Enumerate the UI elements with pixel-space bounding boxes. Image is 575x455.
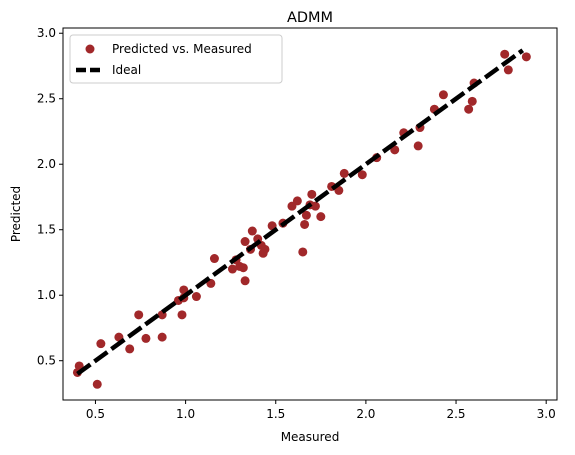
y-axis-label: Predicted bbox=[9, 186, 23, 242]
scatter-point bbox=[316, 212, 325, 221]
chart-title: ADMM bbox=[287, 10, 333, 26]
y-tick-label: 1.0 bbox=[37, 288, 56, 302]
scatter-point bbox=[522, 52, 531, 61]
scatter-point bbox=[210, 254, 219, 263]
scatter-point bbox=[307, 190, 316, 199]
scatter-point bbox=[293, 196, 302, 205]
legend-label-ideal: Ideal bbox=[112, 63, 141, 77]
scatter-point bbox=[414, 141, 423, 150]
scatter-point bbox=[300, 220, 309, 229]
scatter-point bbox=[464, 105, 473, 114]
x-tick-label: 1.0 bbox=[176, 407, 195, 421]
scatter-point bbox=[248, 227, 257, 236]
x-axis-label: Measured bbox=[281, 430, 340, 444]
x-tick-label: 2.5 bbox=[446, 407, 465, 421]
x-tick-label: 1.5 bbox=[266, 407, 285, 421]
scatter-point bbox=[141, 334, 150, 343]
scatter-point bbox=[439, 90, 448, 99]
scatter-point bbox=[93, 380, 102, 389]
y-tick-label: 2.5 bbox=[37, 92, 56, 106]
scatter-point bbox=[134, 310, 143, 319]
scatter-point bbox=[241, 276, 250, 285]
x-tick-label: 3.0 bbox=[537, 407, 556, 421]
scatter-point bbox=[298, 247, 307, 256]
scatter-point bbox=[311, 202, 320, 211]
scatter-point bbox=[125, 344, 134, 353]
scatter-point bbox=[239, 263, 248, 272]
x-tick-label: 2.0 bbox=[356, 407, 375, 421]
scatter-point bbox=[158, 333, 167, 342]
x-tick-label: 0.5 bbox=[86, 407, 105, 421]
y-tick-label: 0.5 bbox=[37, 354, 56, 368]
scatter-point bbox=[192, 292, 201, 301]
scatter-point bbox=[504, 65, 513, 74]
legend-label-scatter: Predicted vs. Measured bbox=[112, 42, 252, 56]
scatter-point bbox=[340, 169, 349, 178]
y-tick-label: 1.5 bbox=[37, 223, 56, 237]
scatter-point bbox=[177, 310, 186, 319]
scatter-point bbox=[500, 50, 509, 59]
y-tick-label: 3.0 bbox=[37, 26, 56, 40]
scatter-point bbox=[260, 245, 269, 254]
scatter-point bbox=[468, 97, 477, 106]
scatter-point bbox=[96, 339, 105, 348]
y-tick-label: 2.0 bbox=[37, 157, 56, 171]
legend-marker-scatter bbox=[86, 45, 95, 54]
scatter-point bbox=[241, 237, 250, 246]
legend: Predicted vs. Measured Ideal bbox=[70, 35, 282, 83]
